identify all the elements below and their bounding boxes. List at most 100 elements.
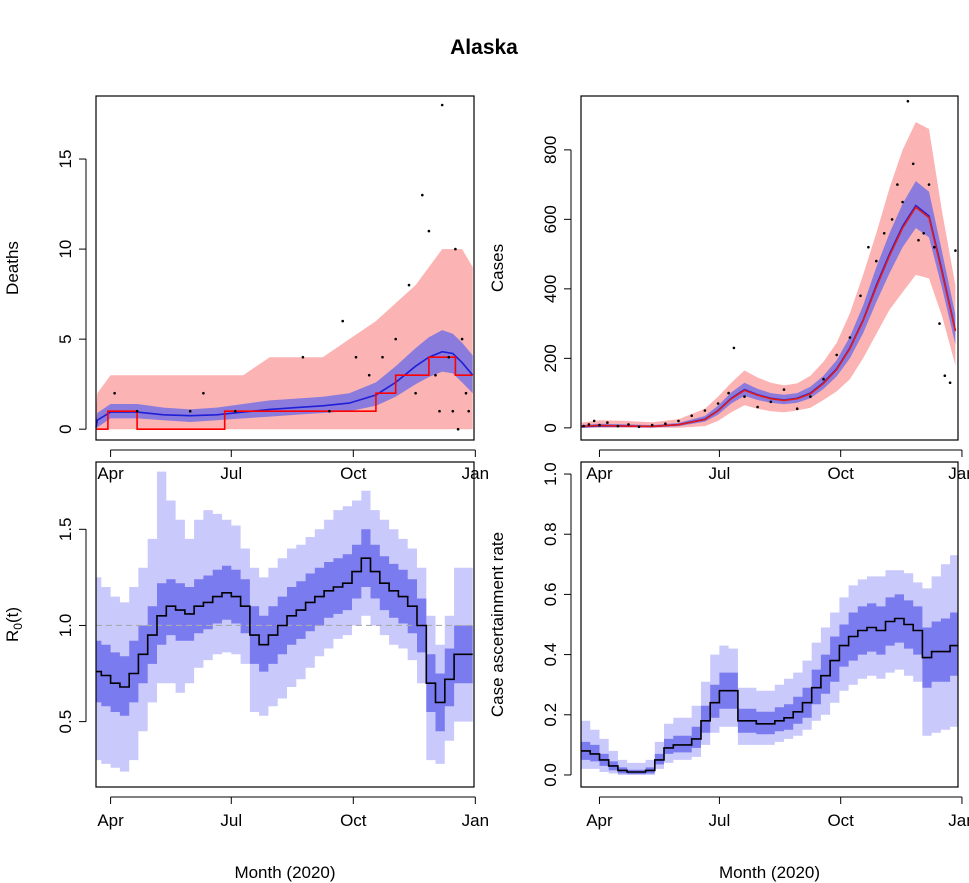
ascertainment-y-tick-label: 0.8 [541, 522, 560, 546]
cases-y-tick-label: 200 [541, 344, 560, 372]
cases-observed-point [911, 162, 915, 166]
figure-title: Alaska [450, 36, 518, 59]
deaths-observed-point [301, 355, 305, 359]
cases-observed-point [890, 218, 894, 221]
cases-observed-point [809, 395, 812, 398]
deaths-plot-frame [95, 95, 475, 441]
cases-observed-point [933, 245, 936, 249]
ascertainment-y-tick-label: 0.2 [541, 703, 560, 727]
r0-r0-t--line [96, 557, 473, 704]
cases-observed-point [922, 232, 925, 235]
cases-observed-point [690, 414, 693, 418]
ascertainment-95-band [581, 555, 958, 775]
cases-x-tick-label: Oct [827, 464, 854, 483]
r0-y-tick-label: 0.5 [56, 710, 75, 734]
ascertainment-rate-line [581, 617, 958, 773]
deaths-observed-point [113, 391, 116, 395]
deaths-observed-point [414, 391, 417, 395]
r0-label-main: R [3, 630, 22, 642]
cases-observed-point [587, 423, 591, 426]
deaths-observed-point [434, 373, 437, 377]
deaths-observed-point [135, 409, 139, 413]
cases-observed-point [882, 232, 886, 235]
r0-y-tick-label: 1.5 [56, 517, 75, 541]
cases-y-tick-label: 400 [541, 275, 560, 303]
cases-observed-point [896, 183, 899, 186]
deaths-observed-point [464, 391, 468, 395]
cases-observed-point [867, 245, 870, 249]
cases-observed-point [598, 423, 601, 427]
deaths-observed-point [328, 409, 331, 413]
cases-y-axis-label: Cases [488, 244, 507, 292]
cases-observed-point [927, 183, 931, 186]
cases-fit-red--line [580, 206, 957, 428]
cases-observed-point [637, 425, 641, 429]
deaths-observed-point [451, 409, 455, 413]
deaths-observed-point [341, 319, 345, 323]
cases-observed-point [954, 249, 957, 252]
ascertainment-x-tick-label: Jul [709, 811, 731, 830]
cases-observed-point [835, 353, 838, 357]
deaths-panel: Apr Jul Oct Jan 0 5 10 15 Deaths [3, 95, 489, 483]
cases-fit-95-band [581, 122, 956, 428]
cases-observed-point [732, 346, 736, 350]
ascertainment-50-band [581, 594, 958, 775]
ascertainment-x-tick-label: Oct [827, 811, 854, 830]
deaths-observed-point [421, 193, 424, 197]
ascertainment-plot-frame [580, 461, 959, 788]
deaths-observed-point [394, 337, 398, 341]
cases-observed-point [606, 421, 609, 424]
deaths-step-estimate-line [96, 356, 473, 431]
deaths-y-axis-label: Deaths [3, 241, 22, 295]
ascertainment-y-tick-label: 0.6 [541, 583, 560, 607]
deaths-observed-point [440, 103, 444, 107]
deaths-observed-point [467, 409, 471, 413]
cases-plot-frame [580, 95, 959, 441]
cases-observed-point [943, 374, 947, 378]
cases-fit-50-band [581, 181, 956, 428]
deaths-observed-point [381, 355, 384, 359]
cases-observed-point [782, 388, 786, 391]
deaths-observed-point [407, 283, 411, 287]
cases-observed-point [917, 238, 920, 242]
cases-observed-point [743, 395, 746, 398]
r0-x-tick-label: Jul [220, 811, 242, 830]
ascertainment-x-tick-label: Jan [948, 811, 969, 830]
cases-observed-point [703, 409, 707, 412]
deaths-observed-point [454, 247, 457, 251]
ascertainment-y-axis-label: Case ascertainment rate [488, 532, 507, 717]
cases-observed-point [848, 336, 852, 339]
deaths-observed-point [367, 373, 371, 377]
cases-x-tick-label: Apr [586, 464, 613, 483]
r0-panel: Apr Jul Oct Jan 0.5 1.0 1.5 R0(t) Month (2020) [3, 461, 489, 882]
r0-x-tick-label: Jan [462, 811, 489, 830]
cases-observed-point [616, 424, 620, 428]
deaths-observed-point [427, 229, 431, 233]
deaths-observed-point [354, 355, 358, 359]
r0-x-tick-label: Apr [97, 811, 124, 830]
cases-observed-point [664, 422, 667, 426]
cases-x-tick-label: Jul [709, 464, 731, 483]
r0-x-tick-label: Oct [340, 811, 367, 830]
deaths-x-tick-label: Jan [462, 464, 489, 483]
deaths-fit-line [95, 350, 474, 428]
cases-observed-point [906, 99, 910, 103]
ascertainment-y-tick-label: 0.4 [541, 643, 560, 667]
cases-y-tick-label: 0 [541, 423, 560, 432]
deaths-y-tick-label: 5 [56, 334, 75, 343]
deaths-observed-point [460, 337, 464, 341]
cases-observed-point [627, 423, 630, 426]
cases-observed-point [592, 419, 596, 423]
cases-observed-point [727, 391, 730, 395]
cases-observed-point [822, 377, 825, 381]
r0-x-axis-label: Month (2020) [234, 863, 335, 882]
r0-y-tick-label: 1.0 [56, 614, 75, 638]
cases-panel: Apr Jul Oct Jan 0 200 400 600 800 Cases [488, 95, 969, 483]
cases-observed-point [938, 322, 941, 325]
deaths-observed-point [447, 355, 451, 359]
ascertainment-panel: Apr Jul Oct Jan 0.0 0.2 0.4 0.6 0.8 1.0 Case asce… [488, 461, 969, 882]
deaths-fit-50-band [96, 330, 473, 430]
deaths-y-tick-label: 10 [56, 240, 75, 259]
deaths-x-tick-label: Apr [97, 464, 124, 483]
